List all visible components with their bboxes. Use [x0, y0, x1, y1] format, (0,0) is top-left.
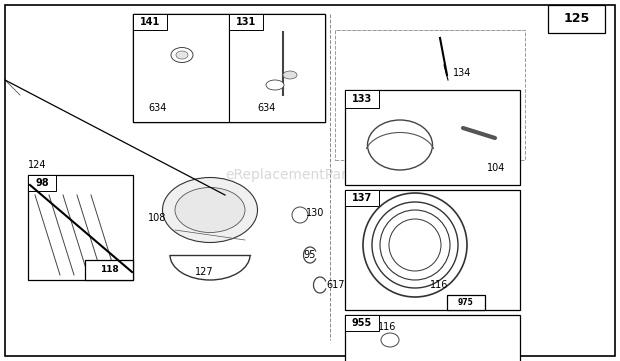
Text: 137: 137 — [352, 193, 372, 203]
Bar — [85, 260, 133, 280]
Ellipse shape — [381, 333, 399, 347]
Text: 131: 131 — [236, 17, 256, 27]
Text: 116: 116 — [378, 322, 396, 332]
Text: 134: 134 — [453, 68, 471, 78]
Bar — [345, 190, 379, 206]
Bar — [345, 90, 520, 185]
Ellipse shape — [266, 80, 284, 90]
Text: 955: 955 — [352, 318, 372, 328]
Ellipse shape — [176, 51, 188, 59]
Text: 116: 116 — [430, 280, 448, 290]
Ellipse shape — [283, 71, 297, 79]
Bar — [548, 5, 605, 33]
Text: 98: 98 — [35, 178, 49, 188]
Text: eReplacementParts.com: eReplacementParts.com — [226, 168, 394, 182]
Bar — [133, 14, 229, 122]
Bar — [229, 14, 325, 122]
Text: 617: 617 — [326, 280, 345, 290]
Circle shape — [292, 207, 308, 223]
Text: 108: 108 — [148, 213, 166, 223]
Bar — [133, 14, 325, 122]
Text: 118: 118 — [100, 265, 118, 274]
Text: 975: 975 — [458, 298, 474, 307]
Text: 125: 125 — [564, 13, 590, 26]
Text: 133: 133 — [352, 94, 372, 104]
Bar — [345, 315, 379, 331]
Text: 634: 634 — [257, 103, 275, 113]
Bar — [447, 295, 485, 310]
Text: 127: 127 — [195, 267, 214, 277]
Ellipse shape — [175, 187, 245, 232]
Bar — [345, 190, 520, 310]
Bar — [345, 315, 520, 361]
Bar — [28, 175, 56, 191]
Bar — [133, 14, 167, 30]
Text: 130: 130 — [306, 208, 324, 218]
Text: 104: 104 — [487, 163, 505, 173]
Bar — [345, 90, 379, 108]
Text: 634: 634 — [148, 103, 166, 113]
Ellipse shape — [162, 178, 257, 243]
Text: 95: 95 — [303, 250, 316, 260]
Ellipse shape — [171, 48, 193, 62]
Text: 124: 124 — [28, 160, 46, 170]
Bar — [229, 14, 263, 30]
Bar — [335, 30, 525, 160]
Text: 141: 141 — [140, 17, 160, 27]
Bar — [28, 175, 133, 280]
